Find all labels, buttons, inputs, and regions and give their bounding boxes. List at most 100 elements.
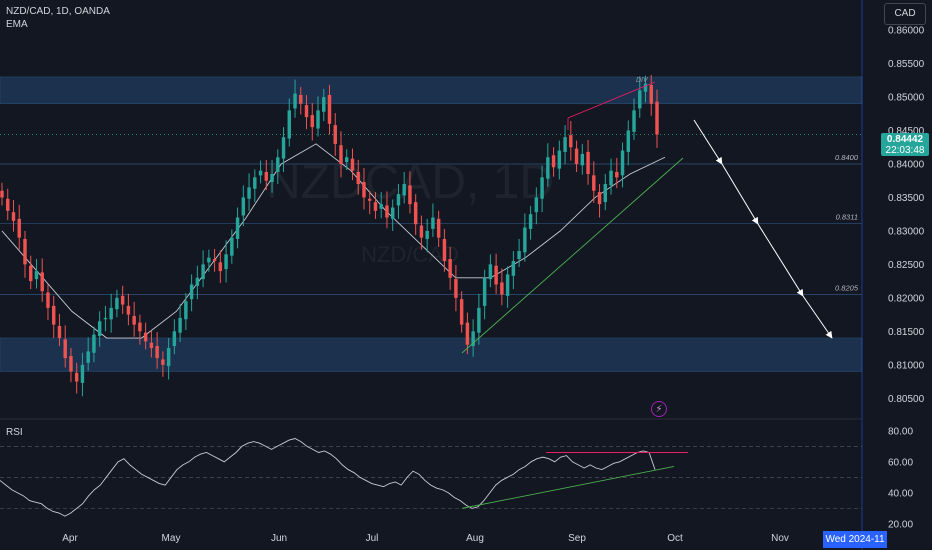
- candle-body-61: [350, 158, 355, 171]
- candles: [0, 74, 659, 397]
- candle-body-62: [356, 172, 360, 185]
- level-label-1: 0.8311: [836, 213, 858, 222]
- candle-body-5: [29, 265, 33, 282]
- candle-body-26: [149, 342, 154, 349]
- candle-body-25: [143, 332, 148, 342]
- candle-body-8: [46, 292, 50, 308]
- time-tick-0: Apr: [62, 533, 78, 544]
- candle-body-50: [287, 110, 292, 139]
- projection-arrow-3: [802, 295, 833, 339]
- last-price: 0.84442: [886, 134, 924, 145]
- candle-body-70: [402, 184, 406, 196]
- candle-body-11: [63, 339, 67, 359]
- uptrend-line: [461, 157, 684, 354]
- indicator-label[interactable]: EMA: [6, 19, 28, 30]
- candle-body-14: [80, 364, 85, 383]
- candle-body-96: [551, 155, 556, 168]
- candle-body-49: [281, 137, 286, 159]
- candle-body-64: [367, 198, 372, 201]
- candle-body-82: [471, 331, 475, 347]
- candle-body-74: [425, 230, 429, 239]
- candle-body-56: [322, 97, 326, 112]
- candle-body-114: [655, 101, 659, 135]
- zone-0: [0, 76, 863, 105]
- candle-body-77: [442, 238, 447, 262]
- candle-body-0: [0, 190, 4, 198]
- candle-body-71: [408, 185, 412, 205]
- candle-body-17: [97, 321, 102, 337]
- candle-body-27: [155, 346, 159, 359]
- ema-path: [1, 143, 666, 339]
- rsi-tick-2: 40.00: [888, 488, 913, 499]
- candle-body-85: [488, 264, 493, 280]
- candle-body-30: [172, 331, 177, 347]
- candle-body-40: [230, 237, 234, 256]
- time-tick-2: Jun: [271, 533, 287, 544]
- candle-body-98: [563, 137, 567, 152]
- price-tick-8: 0.82000: [888, 293, 925, 304]
- lightning-icon[interactable]: ⚡: [651, 401, 667, 417]
- chart-grid: [0, 0, 863, 550]
- candle-body-94: [540, 177, 544, 199]
- zone-1: [0, 337, 863, 372]
- divergence-line: [567, 81, 656, 119]
- candle-body-2: [11, 212, 16, 221]
- rsi-label[interactable]: RSI: [6, 427, 23, 438]
- candle-body-89: [511, 261, 516, 276]
- candle-body-101: [580, 153, 585, 166]
- candle-body-47: [270, 174, 274, 183]
- candle-body-19: [109, 307, 113, 320]
- candle-body-99: [569, 135, 573, 148]
- user-drawings: DIV: [461, 77, 833, 354]
- candle-body-97: [557, 150, 562, 169]
- candle-body-39: [224, 254, 228, 270]
- candle-body-13: [74, 372, 79, 382]
- bar-countdown: 22:03:48: [885, 145, 925, 156]
- candle-body-44: [253, 177, 257, 189]
- crosshair-date: Wed 2024-11: [823, 531, 887, 548]
- candle-body-60: [345, 157, 349, 162]
- candle-body-87: [500, 282, 504, 295]
- candle-body-102: [586, 151, 590, 175]
- projection-arrow-0: [693, 119, 723, 165]
- price-tick-6: 0.83000: [888, 226, 925, 237]
- candle-body-16: [92, 334, 96, 353]
- candle-body-36: [207, 257, 211, 263]
- candle-body-1: [6, 198, 10, 211]
- rsi-tick-0: 80.00: [888, 426, 913, 437]
- candle-body-51: [293, 93, 297, 109]
- candle-body-107: [615, 172, 619, 178]
- symbol-title[interactable]: NZD/CAD, 1D, OANDA: [6, 6, 110, 17]
- price-tick-11: 0.80500: [888, 394, 925, 405]
- candle-body-105: [603, 184, 608, 203]
- candle-body-35: [201, 264, 205, 280]
- candle-body-29: [166, 348, 171, 367]
- candle-body-46: [264, 172, 269, 181]
- price-tick-1: 0.85500: [888, 59, 925, 70]
- candle-body-31: [178, 317, 182, 333]
- chart-legend: NZD/CAD, 1D, OANDA EMA: [6, 5, 110, 31]
- candle-body-90: [517, 250, 521, 260]
- candle-body-80: [459, 299, 464, 325]
- candle-body-106: [609, 170, 613, 186]
- candle-body-78: [448, 259, 452, 278]
- candle-body-67: [385, 205, 389, 218]
- currency-button[interactable]: CAD: [884, 3, 926, 25]
- candle-body-45: [258, 170, 263, 176]
- candle-body-84: [482, 277, 487, 306]
- candle-body-103: [592, 175, 596, 191]
- candle-body-88: [505, 274, 510, 296]
- time-tick-3: Jul: [366, 533, 379, 544]
- candle-body-86: [494, 265, 498, 285]
- time-tick-4: Aug: [466, 533, 484, 544]
- candle-body-75: [431, 217, 435, 229]
- price-tick-7: 0.82500: [888, 260, 925, 271]
- candle-body-9: [51, 305, 56, 325]
- candle-body-83: [477, 307, 481, 333]
- candle-body-65: [373, 202, 378, 211]
- candle-body-100: [574, 148, 579, 164]
- candle-body-79: [454, 279, 458, 298]
- watermark-name: NZD/CAD: [361, 242, 459, 267]
- candle-body-76: [436, 218, 441, 238]
